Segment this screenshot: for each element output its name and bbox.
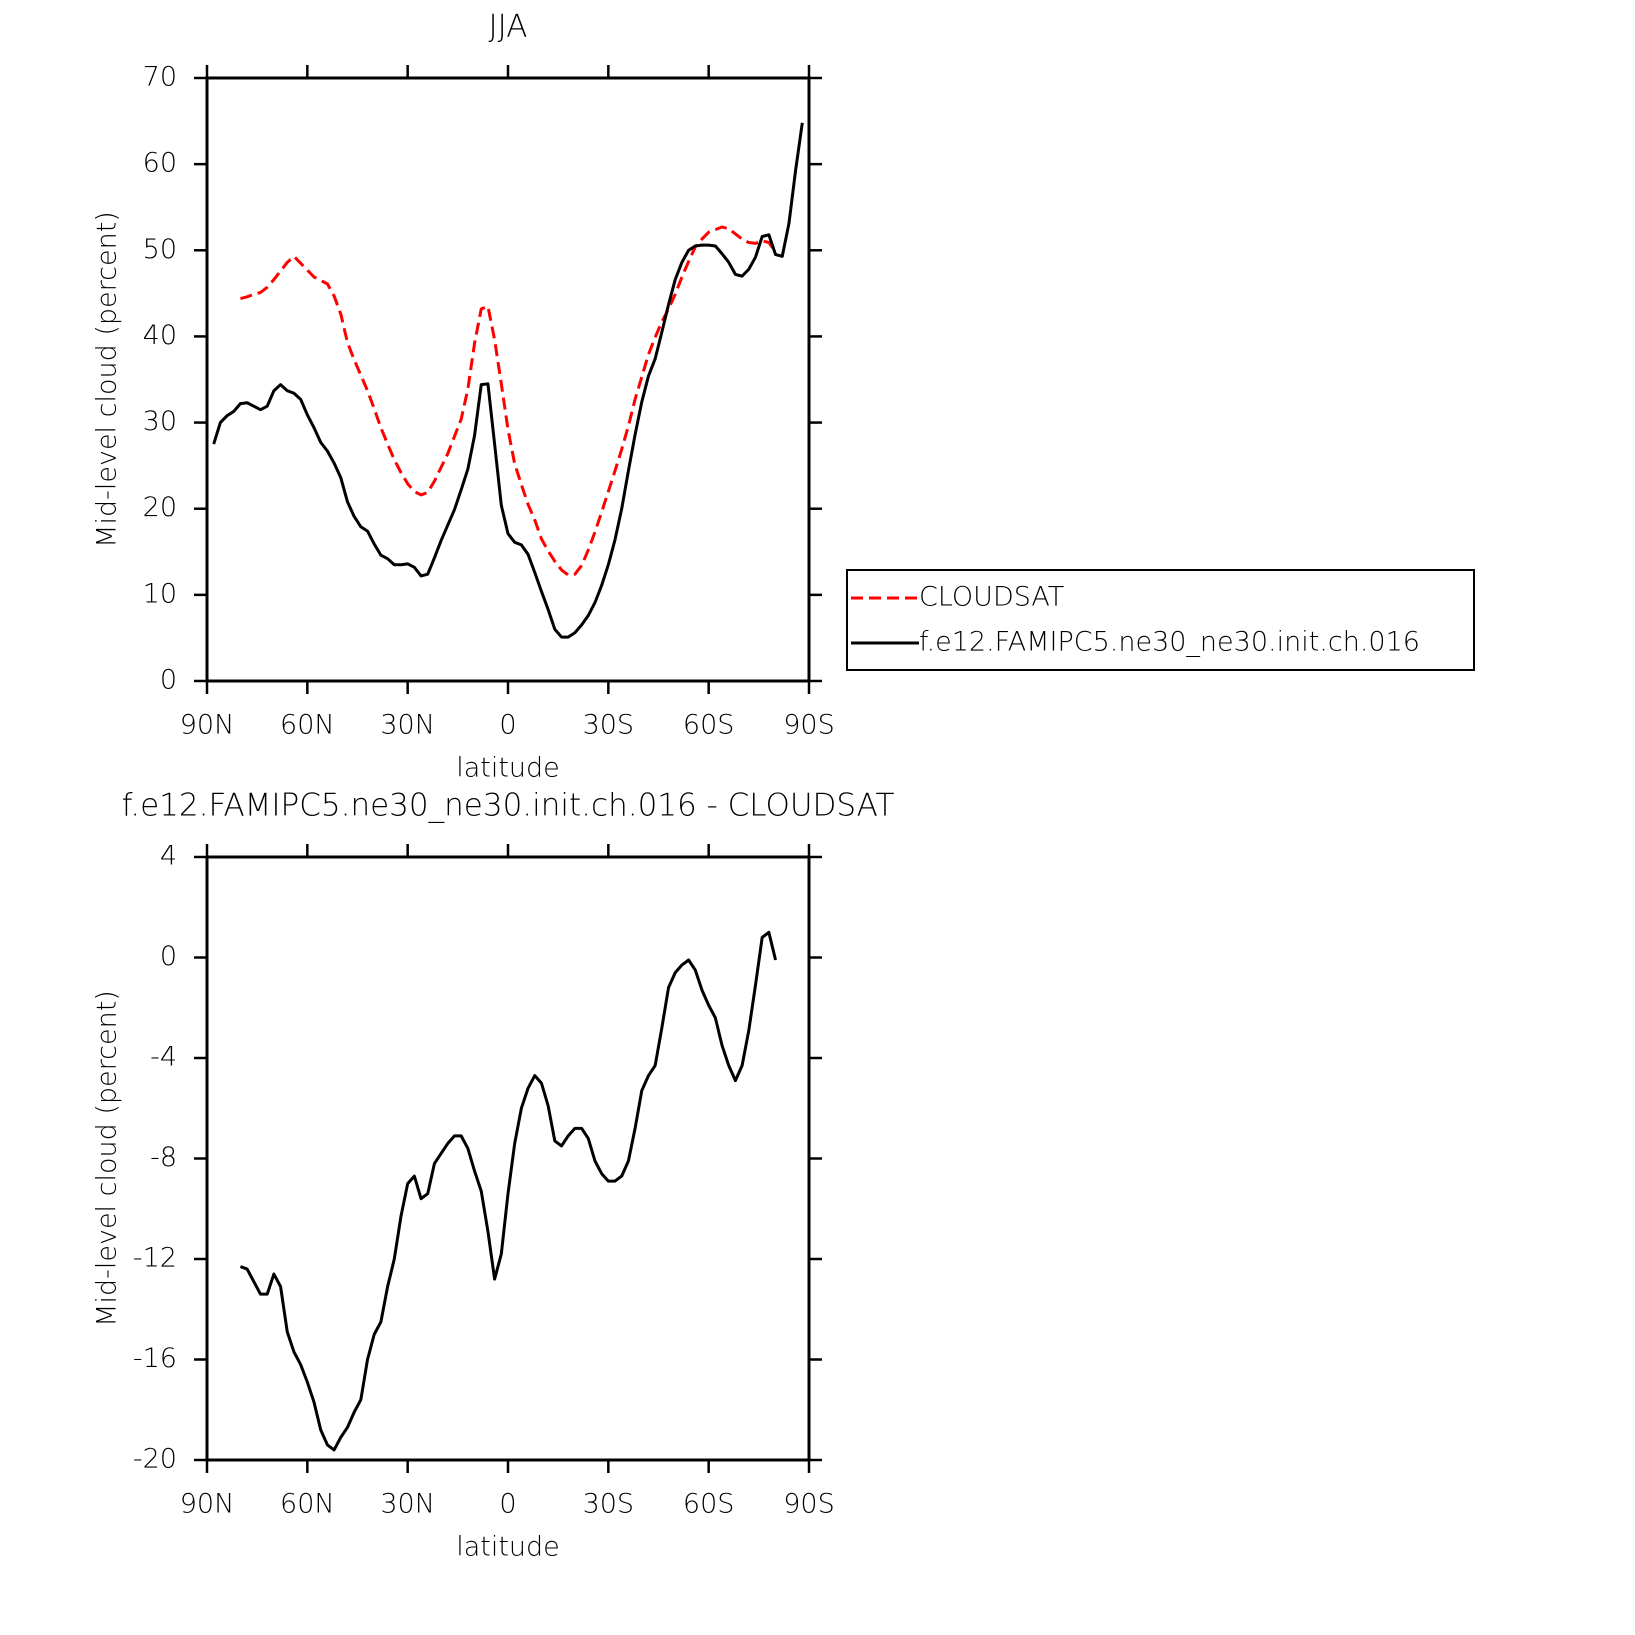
y-tick-label: 0 (160, 941, 177, 972)
x-tick-label: 90N (180, 1489, 235, 1520)
y-tick-label: 4 (160, 841, 177, 872)
x-tick-label: 90N (180, 710, 235, 741)
legend-box (846, 569, 1475, 671)
y-axis-label: Mid-level cloud (percent) (92, 211, 123, 548)
x-tick-label: 60N (280, 710, 335, 741)
x-tick-label: 60N (280, 1489, 335, 1520)
y-tick-label: 30 (143, 406, 177, 437)
y-tick-label: 20 (143, 492, 177, 523)
chart-title: f.e12.FAMIPC5.ne30_ne30.init.ch.016 - CL… (122, 788, 895, 824)
data-line (212, 122, 804, 639)
x-tick-label: 0 (499, 1489, 516, 1520)
y-tick-label: 10 (143, 578, 177, 609)
legend-label: CLOUDSAT (919, 582, 1064, 613)
x-tick-label: 90S (783, 710, 835, 741)
x-axis-label: latitude (456, 753, 560, 784)
chart-title: JJA (489, 9, 528, 45)
x-tick-label: 60S (683, 1489, 735, 1520)
data-line (240, 225, 777, 577)
y-tick-label: -16 (133, 1343, 177, 1374)
y-axis-label: Mid-level cloud (percent) (92, 990, 123, 1327)
y-tick-label: 60 (143, 148, 177, 179)
y-tick-label: -4 (150, 1042, 177, 1073)
x-tick-label: 30N (380, 710, 435, 741)
x-tick-label: 30S (583, 1489, 635, 1520)
legend-label: f.e12.FAMIPC5.ne30_ne30.init.ch.016 (919, 627, 1420, 658)
plot-frame (205, 855, 811, 1462)
y-tick-label: 70 (143, 62, 177, 93)
y-tick-label: 50 (143, 234, 177, 265)
plot-frame (205, 76, 811, 683)
x-tick-label: 0 (499, 710, 516, 741)
data-line (239, 930, 778, 1452)
y-tick-label: -8 (150, 1142, 177, 1173)
y-tick-label: 0 (160, 665, 177, 696)
x-tick-label: 90S (783, 1489, 835, 1520)
y-tick-label: -20 (133, 1444, 177, 1475)
y-tick-label: -12 (133, 1243, 177, 1274)
x-tick-label: 30N (380, 1489, 435, 1520)
x-axis-label: latitude (456, 1532, 560, 1563)
x-tick-label: 60S (683, 710, 735, 741)
x-tick-label: 30S (583, 710, 635, 741)
y-tick-label: 40 (143, 320, 177, 351)
